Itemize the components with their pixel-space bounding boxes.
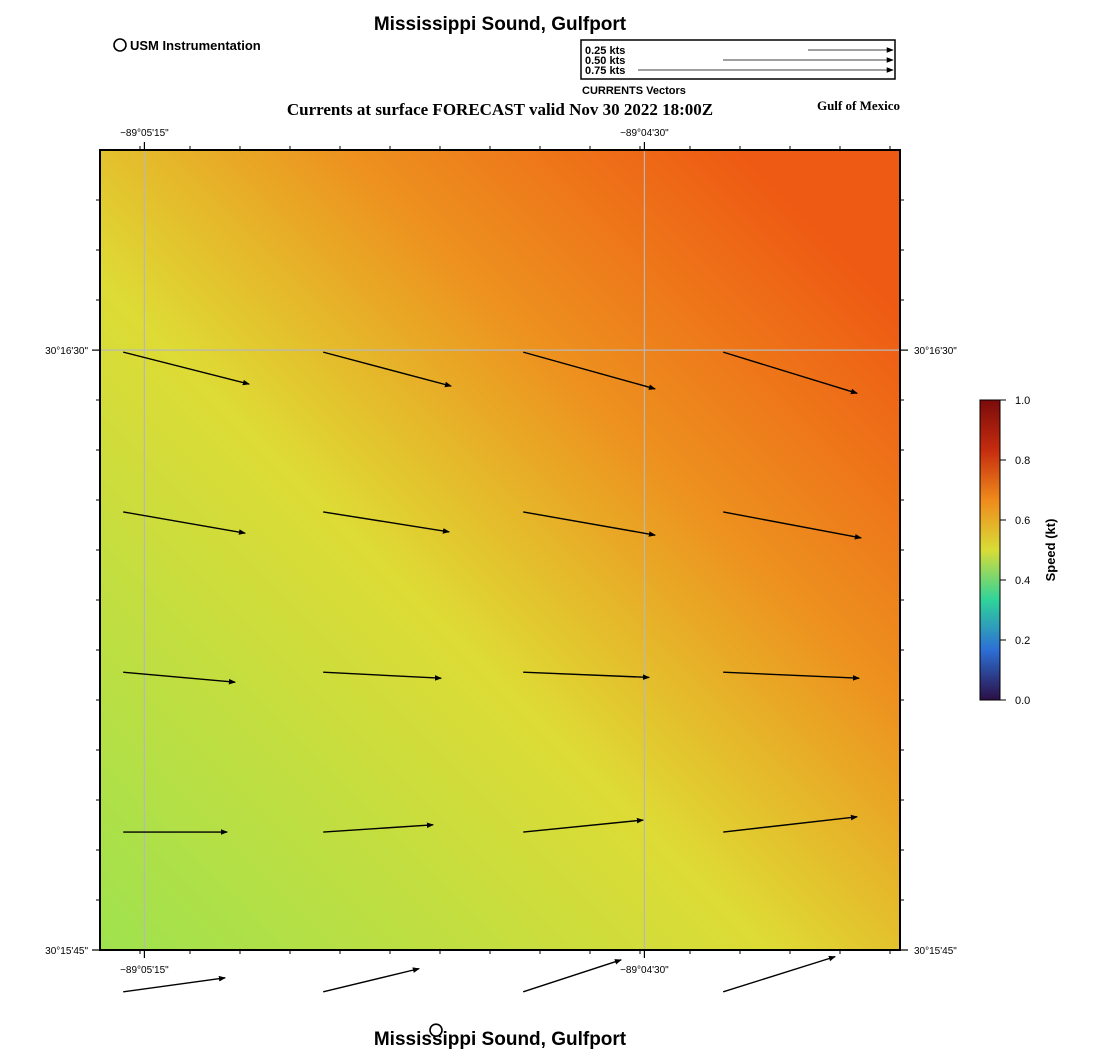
current-vector-4: [123, 511, 246, 535]
colorbar: 0.0 0.2 0.4 0.6 0.8 1.0 Speed (kt): [979, 395, 1058, 707]
y-tick-label-left-1: 30°15'45": [45, 946, 88, 957]
station-legend: USM Instrumentation: [113, 38, 261, 53]
current-vector-15: [723, 814, 858, 833]
current-vector-14: [523, 817, 644, 833]
x-tick-label-bottom-0: −89°05'15": [120, 965, 169, 976]
colorbar-tick-label-1: 0.2: [1015, 635, 1030, 647]
footer-title: Mississippi Sound, Gulfport: [374, 1029, 627, 1050]
current-vector-2: [523, 351, 656, 390]
x-tick-label-top-0: −89°05'15": [120, 128, 169, 139]
station-legend-label: USM Instrumentation: [130, 38, 261, 53]
x-tick-label-bottom-1: −89°04'30": [620, 965, 669, 976]
y-tick-label-left-0: 30°16'30": [45, 346, 88, 357]
map-title: Mississippi Sound, Gulfport: [374, 14, 627, 35]
colorbar-tick-label-2: 0.4: [1015, 575, 1030, 587]
current-vector-3: [722, 351, 858, 395]
speed-field: [100, 150, 900, 950]
current-vector-8: [123, 671, 236, 685]
region-label: Gulf of Mexico: [817, 98, 900, 113]
current-vector-6: [523, 511, 656, 537]
current-vector-18: [522, 959, 622, 993]
current-vector-11: [723, 671, 860, 681]
current-vector-1: [323, 351, 452, 388]
station-legend-icon: [113, 38, 127, 52]
forecast-subtitle: Currents at surface FORECAST valid Nov 3…: [287, 100, 713, 119]
current-vector-0: [123, 351, 250, 386]
vector-legend-title: CURRENTS Vectors: [582, 85, 686, 97]
current-vector-5: [323, 511, 450, 534]
y-tick-label-right-1: 30°15'45": [914, 946, 957, 957]
current-vector-16: [123, 975, 226, 993]
vector-legend-label-0: 0.25 kts: [585, 45, 625, 57]
y-tick-label-right-0: 30°16'30": [914, 346, 957, 357]
colorbar-title: Speed (kt): [1043, 519, 1058, 582]
colorbar-tick-label-0: 0.0: [1015, 695, 1030, 707]
colorbar-tick-label-3: 0.6: [1015, 515, 1030, 527]
colorbar-tick-label-4: 0.8: [1015, 455, 1030, 467]
colorbar-ramp: [979, 399, 1001, 701]
current-vector-9: [323, 671, 442, 681]
current-vector-17: [323, 967, 420, 993]
current-vector-19: [722, 955, 836, 993]
vector-legend-box: [580, 39, 896, 80]
current-vector-10: [523, 671, 650, 680]
colorbar-tick-label-5: 1.0: [1015, 395, 1030, 407]
map-panel: −89°05'15" −89°05'15" −89°04'30" −89°04'30"…: [45, 128, 957, 1037]
x-tick-label-top-1: −89°04'30": [620, 128, 669, 139]
station-marker[interactable]: [429, 1023, 443, 1037]
vector-legend-label-2: 0.75 kts: [585, 65, 625, 77]
current-vector-13: [323, 822, 434, 833]
vector-legend-label-1: 0.50 kts: [585, 55, 625, 67]
current-vector-7: [723, 511, 862, 540]
